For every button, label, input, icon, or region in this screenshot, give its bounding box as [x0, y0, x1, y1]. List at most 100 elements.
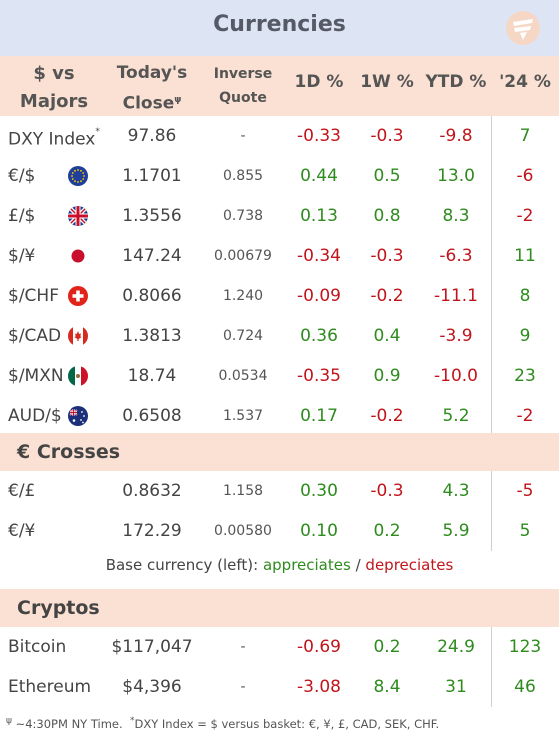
table-row: $/¥ 147.24 0.00679 -0.34 -0.3 -6.3 11 [0, 236, 559, 276]
table-row: €/£ 0.8632 1.158 0.30 -0.3 4.3 -5 [0, 471, 559, 511]
row-label: €/¥ [8, 521, 36, 541]
row-label: $/MXN [8, 366, 64, 386]
cell-y24: 7 [519, 126, 531, 146]
japan-flag-icon [68, 246, 88, 266]
legend-appreciates: appreciates [262, 556, 351, 574]
cell-close: 0.8632 [122, 481, 182, 501]
table-row: DXY Index* 97.86 - -0.33 -0.3 -9.8 7 [0, 116, 559, 156]
cell-y24: -5 [516, 481, 534, 501]
swiss-flag-icon [68, 286, 88, 306]
cell-inverse: - [240, 679, 246, 695]
row-label: Bitcoin [8, 637, 67, 657]
cell-w1: -0.3 [370, 246, 404, 266]
cell-w1: 0.9 [373, 366, 401, 386]
header-pair: $ vs Majors [19, 63, 89, 112]
table-row: $/MXN 18.74 0.0534 -0.35 0.9 -10.0 23 [0, 356, 559, 396]
cell-w1: 0.2 [373, 637, 401, 657]
cell-inverse: 0.0534 [218, 368, 268, 384]
row-label: $/CAD [8, 326, 62, 346]
row-label: €/£ [8, 481, 36, 501]
page-title: Currencies [213, 12, 346, 37]
cell-ytd: -10.0 [434, 366, 478, 386]
header-inverse: Inverse Quote [213, 66, 273, 106]
cell-w1: -0.2 [370, 286, 404, 306]
section-title: Cryptos [17, 597, 100, 619]
cell-w1: -0.3 [370, 126, 404, 146]
cell-ytd: 8.3 [442, 206, 470, 226]
cell-w1: 0.2 [373, 521, 401, 541]
cell-close: 147.24 [122, 246, 182, 266]
cell-y24: -2 [516, 206, 534, 226]
cell-close: $4,396 [122, 677, 182, 697]
uk-flag-icon [68, 206, 88, 226]
cell-close: 0.8066 [122, 286, 182, 306]
cell-ytd: -11.1 [434, 286, 478, 306]
cell-w1: -0.3 [370, 481, 404, 501]
cell-w1: 0.8 [373, 206, 401, 226]
cell-w1: 8.4 [373, 677, 401, 697]
table-row: Bitcoin $117,047 - -0.69 0.2 24.9 123 [0, 627, 559, 667]
cell-y24: 11 [514, 246, 536, 266]
table-row: Ethereum $4,396 - -3.08 8.4 31 46 [0, 667, 559, 707]
header-close: Today's Closeψ [116, 63, 188, 114]
cell-d1: -0.33 [297, 126, 341, 146]
table-row: $/CHF 0.8066 1.240 -0.09 -0.2 -11.1 8 [0, 276, 559, 316]
section-header: € Crosses [0, 433, 559, 471]
cell-y24: 5 [519, 521, 531, 541]
cell-y24: 123 [508, 637, 542, 657]
cell-close: 0.6508 [122, 406, 182, 426]
column-separator [491, 471, 492, 551]
cell-y24: 46 [514, 677, 536, 697]
cell-close: 97.86 [127, 126, 177, 146]
cell-y24: 23 [514, 366, 536, 386]
cell-inverse: - [240, 128, 246, 144]
header-1d: 1D % [294, 72, 344, 92]
cell-inverse: - [240, 639, 246, 655]
cell-inverse: 0.724 [222, 328, 264, 344]
australia-flag-icon [68, 406, 88, 426]
cell-inverse: 0.855 [222, 168, 264, 184]
header-24: '24 % [499, 72, 551, 92]
cell-close: $117,047 [111, 637, 193, 657]
row-label: Ethereum [8, 677, 92, 697]
title-bar [0, 0, 559, 56]
table-row: £/$ 1.3556 0.738 0.13 0.8 8.3 -2 [0, 196, 559, 236]
color-legend: Base currency (left): appreciates / depr… [105, 556, 454, 574]
column-separator [491, 116, 492, 436]
cell-y24: 9 [519, 326, 531, 346]
section-title: € Crosses [17, 441, 121, 463]
cell-d1: -0.34 [297, 246, 341, 266]
canada-flag-icon [68, 326, 88, 346]
cell-d1: 0.44 [300, 166, 338, 186]
column-separator [491, 627, 492, 707]
cell-inverse: 1.158 [222, 483, 264, 499]
cell-d1: -0.35 [297, 366, 341, 386]
cell-d1: 0.36 [300, 326, 338, 346]
cell-inverse: 0.00679 [214, 248, 272, 264]
cell-y24: -2 [516, 406, 534, 426]
cell-inverse: 1.537 [222, 408, 264, 424]
cell-ytd: 31 [445, 677, 467, 697]
table-row: €/$ 1.1701 0.855 0.44 0.5 13.0 -6 [0, 156, 559, 196]
cell-close: 1.1701 [122, 166, 182, 186]
cell-inverse: 0.00580 [214, 523, 272, 539]
cell-w1: 0.4 [373, 326, 401, 346]
footnote: ψ ~4:30PM NY Time. *DXY Index = $ versus… [6, 716, 440, 731]
mexico-flag-icon [68, 366, 88, 386]
cell-ytd: 5.9 [442, 521, 470, 541]
cell-inverse: 1.240 [222, 288, 264, 304]
section-header: Cryptos [0, 589, 559, 627]
row-label: AUD/$ [8, 406, 62, 426]
row-label: $/CHF [8, 286, 59, 306]
row-label: DXY Index* [8, 127, 100, 150]
legend-depreciates: depreciates [365, 556, 454, 574]
cell-d1: 0.30 [300, 481, 338, 501]
cell-ytd: 13.0 [437, 166, 475, 186]
cell-ytd: 24.9 [437, 637, 475, 657]
cell-ytd: -6.3 [439, 246, 473, 266]
table-row: $/CAD 1.3813 0.724 0.36 0.4 -3.9 9 [0, 316, 559, 356]
cell-w1: 0.5 [373, 166, 401, 186]
cell-d1: -0.09 [297, 286, 341, 306]
row-label: €/$ [8, 166, 36, 186]
cell-y24: 8 [519, 286, 531, 306]
